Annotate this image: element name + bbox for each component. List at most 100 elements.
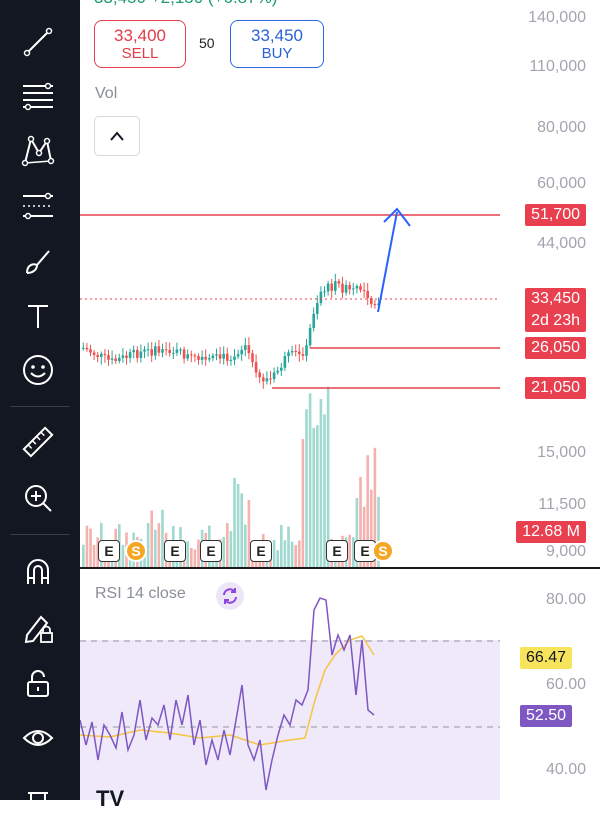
volume-bar: [319, 398, 323, 567]
earnings-marker[interactable]: E: [326, 540, 348, 562]
delete-icon[interactable]: [16, 776, 60, 820]
candle-body: [276, 370, 279, 373]
candle-body: [161, 349, 164, 353]
candle-body: [298, 351, 301, 355]
volume-bar: [233, 477, 236, 567]
candle-body: [118, 357, 121, 362]
candle-body: [283, 356, 287, 368]
level-price-tag[interactable]: 26,050: [525, 337, 586, 359]
volume-bar: [301, 438, 305, 567]
volume-bar: [244, 524, 247, 567]
lock-drawings-icon[interactable]: [16, 606, 60, 650]
candle-body: [179, 349, 182, 351]
earnings-marker[interactable]: E: [250, 540, 272, 562]
candle-body: [157, 346, 161, 353]
candle-body: [308, 327, 312, 346]
text-icon[interactable]: [16, 294, 60, 338]
volume-bar: [359, 476, 362, 567]
volume-bar: [326, 386, 330, 567]
volume-bar: [222, 537, 225, 567]
dividend-marker[interactable]: S: [372, 540, 394, 562]
candle-body: [341, 283, 344, 293]
volume-value-tag: 12.68 M: [516, 521, 586, 543]
pane-separator[interactable]: [80, 567, 600, 569]
tradingview-logo: TV: [96, 786, 124, 812]
candle-body: [326, 283, 330, 292]
candle-body: [121, 355, 125, 358]
volume-bar: [247, 499, 251, 567]
candle-body: [290, 350, 294, 353]
volume-bar: [85, 525, 89, 567]
volume-bar: [366, 455, 369, 567]
candlesticks: [82, 273, 380, 389]
candle-body: [316, 303, 319, 314]
magnet-icon[interactable]: [16, 550, 60, 594]
volume-bar: [157, 523, 161, 567]
price-axis-label: 110,000: [529, 58, 586, 75]
projection-icon[interactable]: [16, 184, 60, 228]
rsi-axis-label: 40.00: [545, 761, 586, 778]
pattern-icon[interactable]: [16, 128, 60, 172]
candle-body: [89, 349, 92, 353]
projection-arrow[interactable]: [377, 207, 411, 313]
volume-bar: [193, 549, 197, 567]
volume-bar: [355, 498, 359, 567]
candle-body: [344, 285, 348, 293]
candle-body: [182, 349, 186, 359]
candle-body: [128, 352, 132, 358]
candle-body: [244, 345, 247, 350]
price-axis-label: 80,000: [537, 119, 586, 136]
sell-button[interactable]: 33,400 SELL: [94, 20, 186, 68]
fib-retracement-icon[interactable]: [16, 74, 60, 118]
volume-bar: [150, 510, 153, 567]
earnings-marker[interactable]: E: [200, 540, 222, 562]
eye-icon[interactable]: [16, 716, 60, 760]
candle-body: [200, 356, 204, 360]
rsi-ma-value-tag: 66.47: [519, 647, 572, 669]
refresh-icon[interactable]: [216, 582, 244, 610]
candle-body: [143, 349, 146, 352]
candle-body: [154, 346, 157, 356]
candle-body: [139, 351, 143, 358]
trendline-tool-icon[interactable]: [16, 20, 60, 64]
buy-price: 33,450: [251, 25, 303, 45]
collapse-legend-button[interactable]: [94, 116, 140, 156]
candle-body: [319, 291, 323, 304]
buy-label: BUY: [261, 44, 293, 62]
candle-body: [348, 285, 351, 290]
earnings-marker[interactable]: E: [164, 540, 186, 562]
brush-icon[interactable]: [16, 240, 60, 284]
rsi-line: [80, 597, 375, 791]
volume-bar: [370, 489, 373, 567]
candle-body: [208, 358, 211, 360]
dividend-marker[interactable]: S: [125, 540, 147, 562]
candle-body: [218, 354, 222, 359]
candle-body: [136, 350, 139, 358]
level-price-tag[interactable]: 51,700: [525, 204, 586, 226]
volume-legend: Vol: [95, 85, 118, 102]
candle-body: [247, 345, 251, 354]
rsi-band: [80, 640, 500, 800]
emoji-icon[interactable]: [16, 348, 60, 392]
ruler-icon[interactable]: [16, 420, 60, 464]
volume-bar: [298, 540, 301, 567]
volume-bar: [305, 409, 308, 567]
candle-body: [125, 355, 128, 358]
candle-body: [96, 354, 99, 357]
volume-bar: [312, 427, 315, 567]
candle-body: [258, 372, 261, 378]
volume-bar: [280, 524, 283, 567]
candle-body: [337, 281, 341, 284]
toolbar-divider: [10, 406, 70, 407]
lock-icon[interactable]: [16, 662, 60, 706]
earnings-marker[interactable]: E: [354, 540, 376, 562]
candle-body: [175, 349, 179, 353]
zoom-in-icon[interactable]: [16, 476, 60, 520]
price-chart[interactable]: [80, 0, 600, 800]
candle-body: [305, 345, 308, 356]
earnings-marker[interactable]: E: [98, 540, 120, 562]
candle-body: [226, 353, 229, 361]
buy-button[interactable]: 33,450 BUY: [230, 20, 324, 68]
volume-bar: [373, 447, 377, 567]
level-price-tag[interactable]: 21,050: [525, 377, 586, 399]
